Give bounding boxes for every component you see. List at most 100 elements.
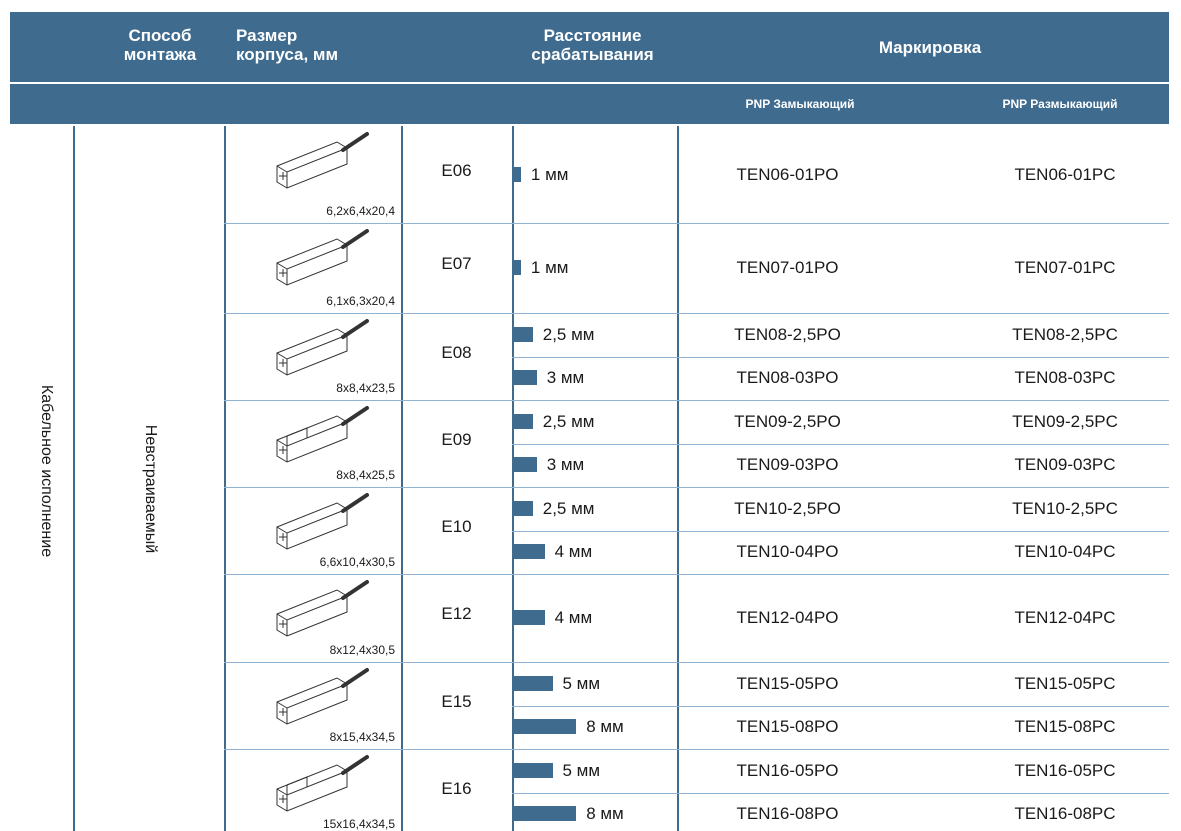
dimension-label: 6,6x10,4x30,5 [319, 555, 395, 569]
series-code: E07 [441, 254, 472, 273]
dimension-label: 8x8,4x23,5 [336, 381, 395, 395]
sensor-drawing [276, 668, 369, 725]
distance-bar [513, 326, 533, 342]
row-divider [224, 400, 1169, 401]
series-code: E16 [441, 778, 472, 798]
subheader-nc: PNP Размыкающий [1002, 97, 1118, 111]
part-number-nc: TEN08-2,5PC [1012, 324, 1118, 344]
distance-bar [513, 719, 577, 735]
distance-bar [513, 675, 553, 691]
distance-value: 4 мм [554, 542, 593, 562]
sensor-drawing [276, 132, 369, 189]
part-number-no: TEN16-05PO [736, 760, 839, 780]
distance-bar [513, 806, 577, 822]
part-number-no: TEN12-04PO [736, 608, 839, 627]
distance-bar [513, 544, 545, 560]
sensor-drawing [276, 580, 369, 637]
part-number-no: TEN09-03PO [736, 455, 839, 475]
distance-value: 4 мм [554, 608, 593, 627]
part-number-nc: TEN07-01PC [1014, 258, 1116, 277]
distance-bar [513, 762, 553, 778]
distance-value: 2,5 мм [542, 498, 595, 518]
series-code: E15 [441, 691, 472, 711]
part-number-no: TEN09-2,5PO [734, 411, 841, 431]
sub-row-divider [512, 792, 1169, 794]
subheader-no: PNP Замыкающий [745, 97, 855, 111]
dimension-label: 8x15,4x34,5 [329, 730, 395, 744]
part-number-no: TEN06-01PO [736, 164, 839, 184]
part-number-no: TEN15-05PO [736, 673, 839, 693]
part-number-no: TEN08-03PO [736, 368, 839, 388]
distance-value: 1 мм [530, 258, 569, 277]
header-marking: Маркировка [878, 38, 982, 57]
part-number-nc: TEN16-05PC [1014, 760, 1116, 780]
series-code: E12 [441, 604, 472, 623]
distance-value: 8 мм [586, 804, 624, 824]
dimension-label: 8x8,4x25,5 [336, 468, 395, 482]
sub-row-divider [512, 530, 1169, 532]
part-number-nc: TEN09-2,5PC [1012, 411, 1118, 431]
mount-type-label: Кабельное исполнение [38, 384, 55, 558]
column-divider [512, 126, 514, 831]
sub-row-divider [512, 443, 1169, 445]
distance-value: 2,5 мм [542, 411, 595, 431]
header-size: Размер корпуса, мм [236, 26, 339, 64]
part-number-no: TEN08-2,5PO [734, 324, 841, 344]
part-number-nc: TEN08-03PC [1014, 368, 1116, 388]
row-divider [224, 662, 1169, 663]
header-mount: Способ монтажа [123, 26, 197, 64]
dimension-label: 8x12,4x30,5 [329, 643, 395, 657]
part-number-no: TEN15-08PO [736, 717, 839, 737]
column-divider [224, 126, 226, 831]
row-divider [224, 223, 1169, 224]
part-number-no: TEN07-01PO [736, 258, 839, 277]
distance-bar [513, 166, 521, 182]
row-divider [224, 574, 1169, 575]
table-subheader [10, 84, 1169, 124]
row-divider [224, 487, 1169, 488]
sub-row-divider [512, 356, 1169, 358]
sensor-drawing [276, 755, 369, 812]
series-code: E09 [441, 429, 472, 449]
header-distance: Расстояние срабатывания [531, 26, 654, 64]
part-number-nc: TEN06-01PC [1014, 164, 1116, 184]
part-number-nc: TEN12-04PC [1014, 608, 1116, 627]
distance-bar [513, 500, 533, 516]
part-number-nc: TEN15-08PC [1014, 717, 1116, 737]
distance-value: 5 мм [562, 760, 601, 780]
part-number-nc: TEN10-2,5PC [1012, 498, 1118, 518]
distance-value: 3 мм [546, 368, 585, 388]
distance-value: 5 мм [562, 673, 601, 693]
part-number-no: TEN10-04PO [736, 542, 839, 562]
part-number-nc: TEN09-03PC [1014, 455, 1116, 475]
column-divider [401, 126, 403, 831]
sensor-drawing [276, 229, 369, 286]
distance-bar [513, 260, 521, 275]
distance-bar [513, 413, 533, 429]
distance-bar [513, 370, 537, 386]
distance-value: 2,5 мм [542, 324, 595, 344]
column-divider [677, 126, 679, 831]
sub-row-divider [512, 705, 1169, 707]
part-number-nc: TEN10-04PC [1014, 542, 1116, 562]
series-code: E10 [441, 516, 472, 536]
row-divider [224, 313, 1169, 314]
distance-value: 8 мм [586, 717, 624, 737]
table-header [10, 12, 1169, 82]
dimension-label: 6,2x6,4x20,4 [326, 204, 395, 218]
sensor-drawing [276, 406, 369, 463]
series-code: E08 [441, 342, 472, 362]
distance-bar [513, 457, 537, 473]
sensor-drawing [276, 319, 369, 376]
part-number-no: TEN10-2,5PO [734, 498, 841, 518]
distance-value: 1 мм [530, 164, 569, 184]
part-number-nc: TEN15-05PC [1014, 673, 1116, 693]
sensor-drawing [276, 493, 369, 550]
distance-value: 3 мм [546, 455, 585, 475]
column-divider [73, 126, 75, 831]
row-divider [224, 749, 1169, 750]
series-code: E06 [441, 160, 472, 180]
part-number-nc: TEN16-08PC [1014, 804, 1116, 824]
dimension-label: 15x16,4x34,5 [322, 817, 395, 831]
distance-bar [513, 610, 545, 625]
